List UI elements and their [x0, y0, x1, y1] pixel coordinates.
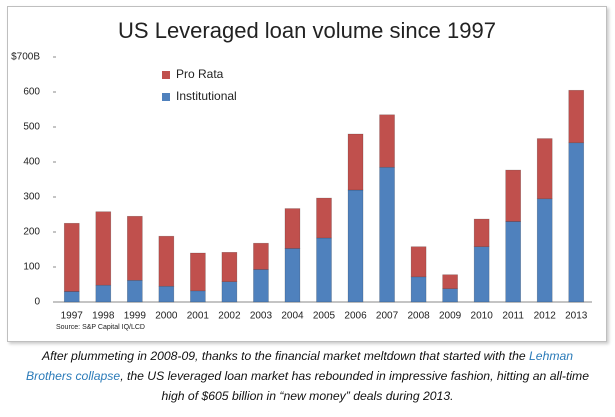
bar-segment: [127, 279, 143, 303]
bar-segment: [442, 288, 458, 303]
x-tick-label: 2000: [155, 311, 178, 322]
bar-segment: [95, 284, 112, 303]
source-note: Source: S&P Capital IQ/LCD: [56, 324, 145, 331]
caption: After plummeting in 2008-09, thanks to t…: [20, 346, 595, 406]
x-tick-label: 2010: [471, 311, 494, 322]
bar-segment: [505, 169, 521, 222]
bar-segment: [379, 114, 395, 168]
x-tick-label: 2008: [407, 311, 430, 322]
y-tick-label: 100: [23, 262, 40, 273]
caption-text: , the US leveraged loan market has rebou…: [120, 369, 589, 403]
y-tick-label: 600: [23, 87, 40, 98]
bar-segment: [473, 218, 490, 248]
bar-segment: [410, 276, 427, 303]
bar-segment: [190, 252, 206, 292]
x-tick-label: 2005: [313, 311, 336, 322]
chart-title: US Leveraged loan volume since 1997: [118, 18, 496, 43]
bar-segment: [190, 290, 206, 303]
bar-segment: [442, 274, 458, 290]
bar-segment: [221, 281, 238, 303]
y-tick-label: 400: [23, 157, 40, 168]
legend-label: Pro Rata: [176, 67, 224, 81]
x-tick-label: 2006: [344, 311, 367, 322]
x-tick-label: 1997: [61, 311, 84, 322]
caption-text: After plummeting in 2008-09, thanks to t…: [41, 349, 530, 363]
bar-segment: [221, 252, 238, 283]
x-tick-label: 2007: [376, 311, 399, 322]
bar-segment: [253, 242, 269, 270]
bar-segment: [316, 237, 332, 303]
x-tick-label: 1999: [124, 311, 147, 322]
x-tick-label: 2012: [534, 311, 557, 322]
bar-segment: [284, 248, 301, 303]
x-tick-label: 2009: [439, 311, 462, 322]
x-tick-label: 2004: [281, 311, 304, 322]
bar-segment: [505, 221, 521, 303]
bar-segment: [536, 198, 553, 303]
legend-swatch: [162, 93, 170, 101]
bar-segment: [347, 133, 364, 191]
x-tick-label: 2003: [250, 311, 273, 322]
bar-segment: [158, 235, 175, 287]
x-tick-label: 2001: [187, 311, 210, 322]
bar-segment: [379, 166, 395, 303]
chart: US Leveraged loan volume since 1997 Sour…: [11, 18, 592, 331]
caption-link[interactable]: Lehman Brothers collapse: [26, 349, 574, 383]
y-tick-label: 500: [23, 122, 40, 133]
bar-segment: [253, 269, 269, 303]
x-tick-label: 2011: [502, 311, 524, 322]
y-tick-label: 200: [23, 227, 40, 238]
bar-segment: [158, 285, 175, 303]
legend-swatch: [162, 71, 170, 79]
bar-segment: [127, 215, 143, 281]
bar-segment: [568, 89, 585, 144]
bar-segment: [568, 142, 585, 303]
bar-segment: [284, 208, 301, 249]
x-tick-label: 2013: [565, 311, 588, 322]
bar-segment: [536, 138, 553, 200]
bar-segment: [347, 189, 364, 303]
x-tick-label: 1998: [92, 311, 115, 322]
bar-segment: [63, 222, 80, 292]
legend-label: Institutional: [176, 89, 237, 103]
y-tick-label: $700B: [11, 52, 40, 63]
y-tick-label: 300: [23, 192, 40, 203]
x-tick-label: 2002: [218, 311, 241, 322]
bar-segment: [316, 197, 332, 239]
bar-segment: [473, 246, 490, 303]
bar-segment: [63, 291, 80, 303]
bar-segment: [95, 211, 112, 286]
y-tick-label: 0: [34, 297, 40, 308]
bar-segment: [410, 246, 427, 278]
